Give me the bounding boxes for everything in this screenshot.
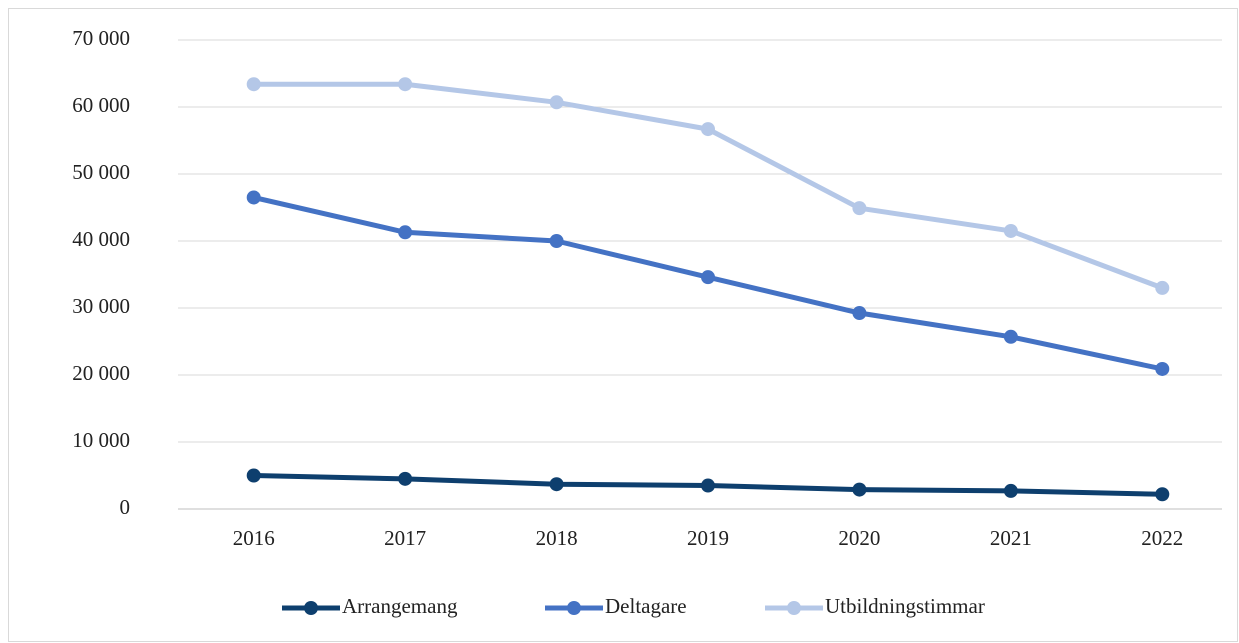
data-point xyxy=(1155,280,1170,295)
x-tick-label: 2018 xyxy=(536,526,578,550)
y-tick-label: 60 000 xyxy=(72,93,130,117)
series-line xyxy=(253,81,1164,291)
y-tick-label: 30 000 xyxy=(72,294,130,318)
data-point xyxy=(1155,361,1170,376)
chart-border xyxy=(8,8,1238,642)
legend-label: Deltagare xyxy=(605,594,687,618)
data-point xyxy=(701,270,715,285)
legend-marker xyxy=(567,601,581,615)
data-point xyxy=(1003,329,1018,344)
data-point xyxy=(246,468,261,483)
y-tick-label: 10 000 xyxy=(72,428,130,452)
data-point xyxy=(1003,223,1018,238)
x-tick-label: 2021 xyxy=(990,526,1032,550)
y-tick-label: 40 000 xyxy=(72,227,130,251)
x-tick-label: 2016 xyxy=(233,526,275,550)
data-point xyxy=(852,306,867,321)
data-point xyxy=(246,77,261,92)
x-tick-label: 2017 xyxy=(384,526,426,550)
data-point xyxy=(701,122,715,137)
x-tick-label: 2022 xyxy=(1141,526,1183,550)
y-tick-label: 20 000 xyxy=(72,361,130,385)
data-point xyxy=(701,478,715,493)
data-point xyxy=(398,471,413,486)
y-tick-label: 0 xyxy=(120,495,131,519)
data-point xyxy=(246,190,261,205)
legend-label: Utbildningstimmar xyxy=(825,594,985,618)
data-point xyxy=(398,77,413,92)
data-point xyxy=(549,234,564,248)
legend-marker xyxy=(787,601,801,615)
data-point xyxy=(852,482,867,497)
y-tick-label: 50 000 xyxy=(72,160,130,184)
legend-marker xyxy=(304,601,318,615)
data-point xyxy=(1003,483,1018,498)
data-point xyxy=(549,95,564,110)
data-point xyxy=(549,477,564,492)
data-point xyxy=(1155,487,1170,502)
x-tick-label: 2019 xyxy=(687,526,729,550)
data-point xyxy=(852,201,867,216)
x-tick-label: 2020 xyxy=(838,526,880,550)
y-tick-label: 70 000 xyxy=(72,26,130,50)
legend-label: Arrangemang xyxy=(342,594,458,618)
data-point xyxy=(398,225,413,240)
